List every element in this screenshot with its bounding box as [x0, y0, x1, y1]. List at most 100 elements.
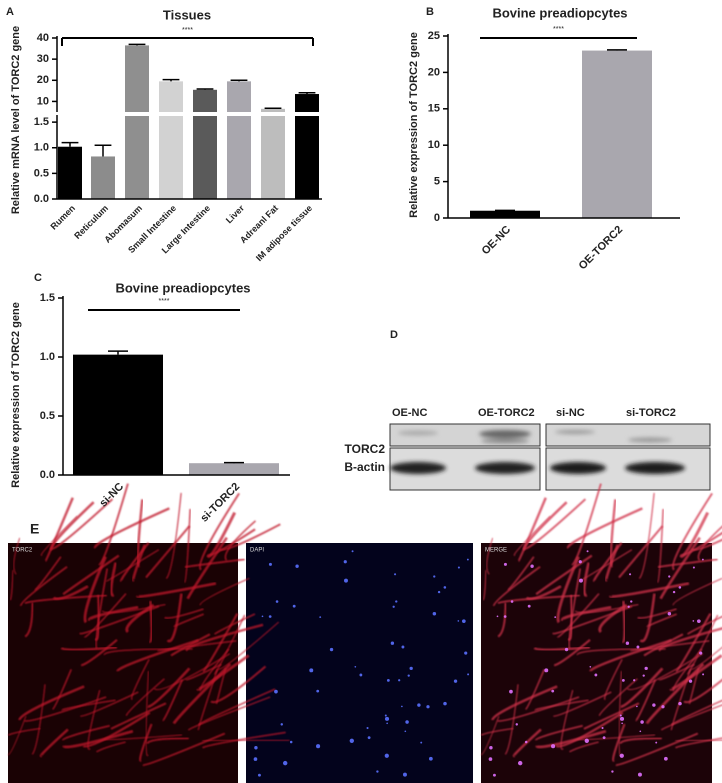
texture [384, 714, 387, 717]
y-tick-label: 40 [37, 32, 49, 44]
blot-bands [390, 430, 685, 474]
texture [604, 544, 620, 582]
y-tick-label: 1.5 [40, 292, 55, 304]
texture [87, 689, 101, 750]
texture [215, 667, 227, 705]
texture [130, 658, 150, 700]
texture [510, 600, 514, 603]
texture [351, 550, 354, 553]
texture [697, 525, 722, 561]
error-bar [128, 43, 146, 46]
texture [199, 577, 250, 606]
texture [497, 696, 580, 722]
texture [405, 720, 409, 724]
texture [7, 715, 27, 756]
texture [496, 615, 499, 618]
texture [61, 699, 116, 712]
texture [344, 578, 348, 583]
texture [644, 666, 648, 671]
texture [554, 616, 557, 619]
texture [224, 520, 257, 561]
texture [136, 582, 217, 598]
error-bar [607, 49, 627, 51]
row-label: B-actin [344, 460, 385, 474]
texture [488, 757, 493, 761]
texture [395, 600, 398, 603]
texture [261, 615, 264, 618]
texture [515, 723, 518, 726]
error-bar [108, 350, 128, 355]
texture [253, 757, 258, 761]
lane-label: si-NC [556, 407, 585, 419]
texture [598, 678, 638, 717]
lane-label: OE-TORC2 [478, 407, 535, 419]
texture [642, 674, 645, 677]
texture [486, 537, 494, 575]
texture [619, 753, 624, 758]
texture [142, 732, 226, 766]
texture [268, 562, 272, 566]
error-bar [61, 141, 79, 147]
texture [60, 646, 117, 652]
texture [646, 613, 677, 628]
texture [688, 667, 700, 705]
texture [7, 483, 290, 766]
texture [170, 633, 211, 657]
y-tick-label: 0.0 [40, 469, 55, 481]
bar [159, 116, 183, 199]
texture [667, 611, 672, 616]
texture [692, 620, 695, 622]
texture [253, 550, 470, 777]
texture [612, 723, 626, 762]
texture [579, 578, 583, 583]
y-tick-label: 0.0 [34, 193, 49, 205]
texture [661, 705, 665, 709]
texture [655, 741, 658, 744]
texture [292, 604, 296, 608]
texture [672, 577, 722, 606]
texture [426, 705, 430, 709]
texture [319, 616, 322, 619]
texture [509, 689, 513, 694]
texture [185, 623, 264, 652]
texture [407, 674, 410, 677]
texture [316, 689, 320, 693]
texture [633, 679, 636, 682]
texture [619, 716, 625, 721]
y-tick-label: 1.5 [34, 116, 49, 128]
y-tick-label: 10 [37, 95, 49, 107]
y-tick-label: 0.5 [40, 410, 55, 422]
texture [110, 702, 167, 730]
texture [24, 594, 107, 605]
texture [656, 508, 664, 584]
texture [161, 679, 184, 722]
texture [503, 562, 507, 566]
chart-title: Bovine preadiopcytes [115, 280, 250, 295]
texture [187, 696, 271, 731]
panel-letter: A [6, 6, 14, 18]
texture [482, 570, 487, 601]
image-label: DAPI [250, 548, 264, 554]
texture [551, 689, 555, 693]
texture [83, 593, 127, 638]
texture [210, 665, 267, 704]
texture [576, 648, 666, 656]
texture [630, 600, 633, 603]
texture [420, 741, 423, 744]
bar [125, 45, 149, 112]
texture [62, 729, 134, 749]
error-bar [230, 79, 248, 82]
bar [227, 81, 251, 112]
texture [109, 562, 118, 597]
texture [660, 704, 722, 731]
texture [489, 746, 493, 750]
texture [533, 646, 590, 652]
texture [636, 645, 640, 649]
texture [24, 696, 107, 722]
texture [366, 726, 369, 730]
texture [560, 689, 574, 750]
texture [535, 554, 593, 596]
texture [627, 605, 630, 608]
texture [62, 554, 120, 596]
